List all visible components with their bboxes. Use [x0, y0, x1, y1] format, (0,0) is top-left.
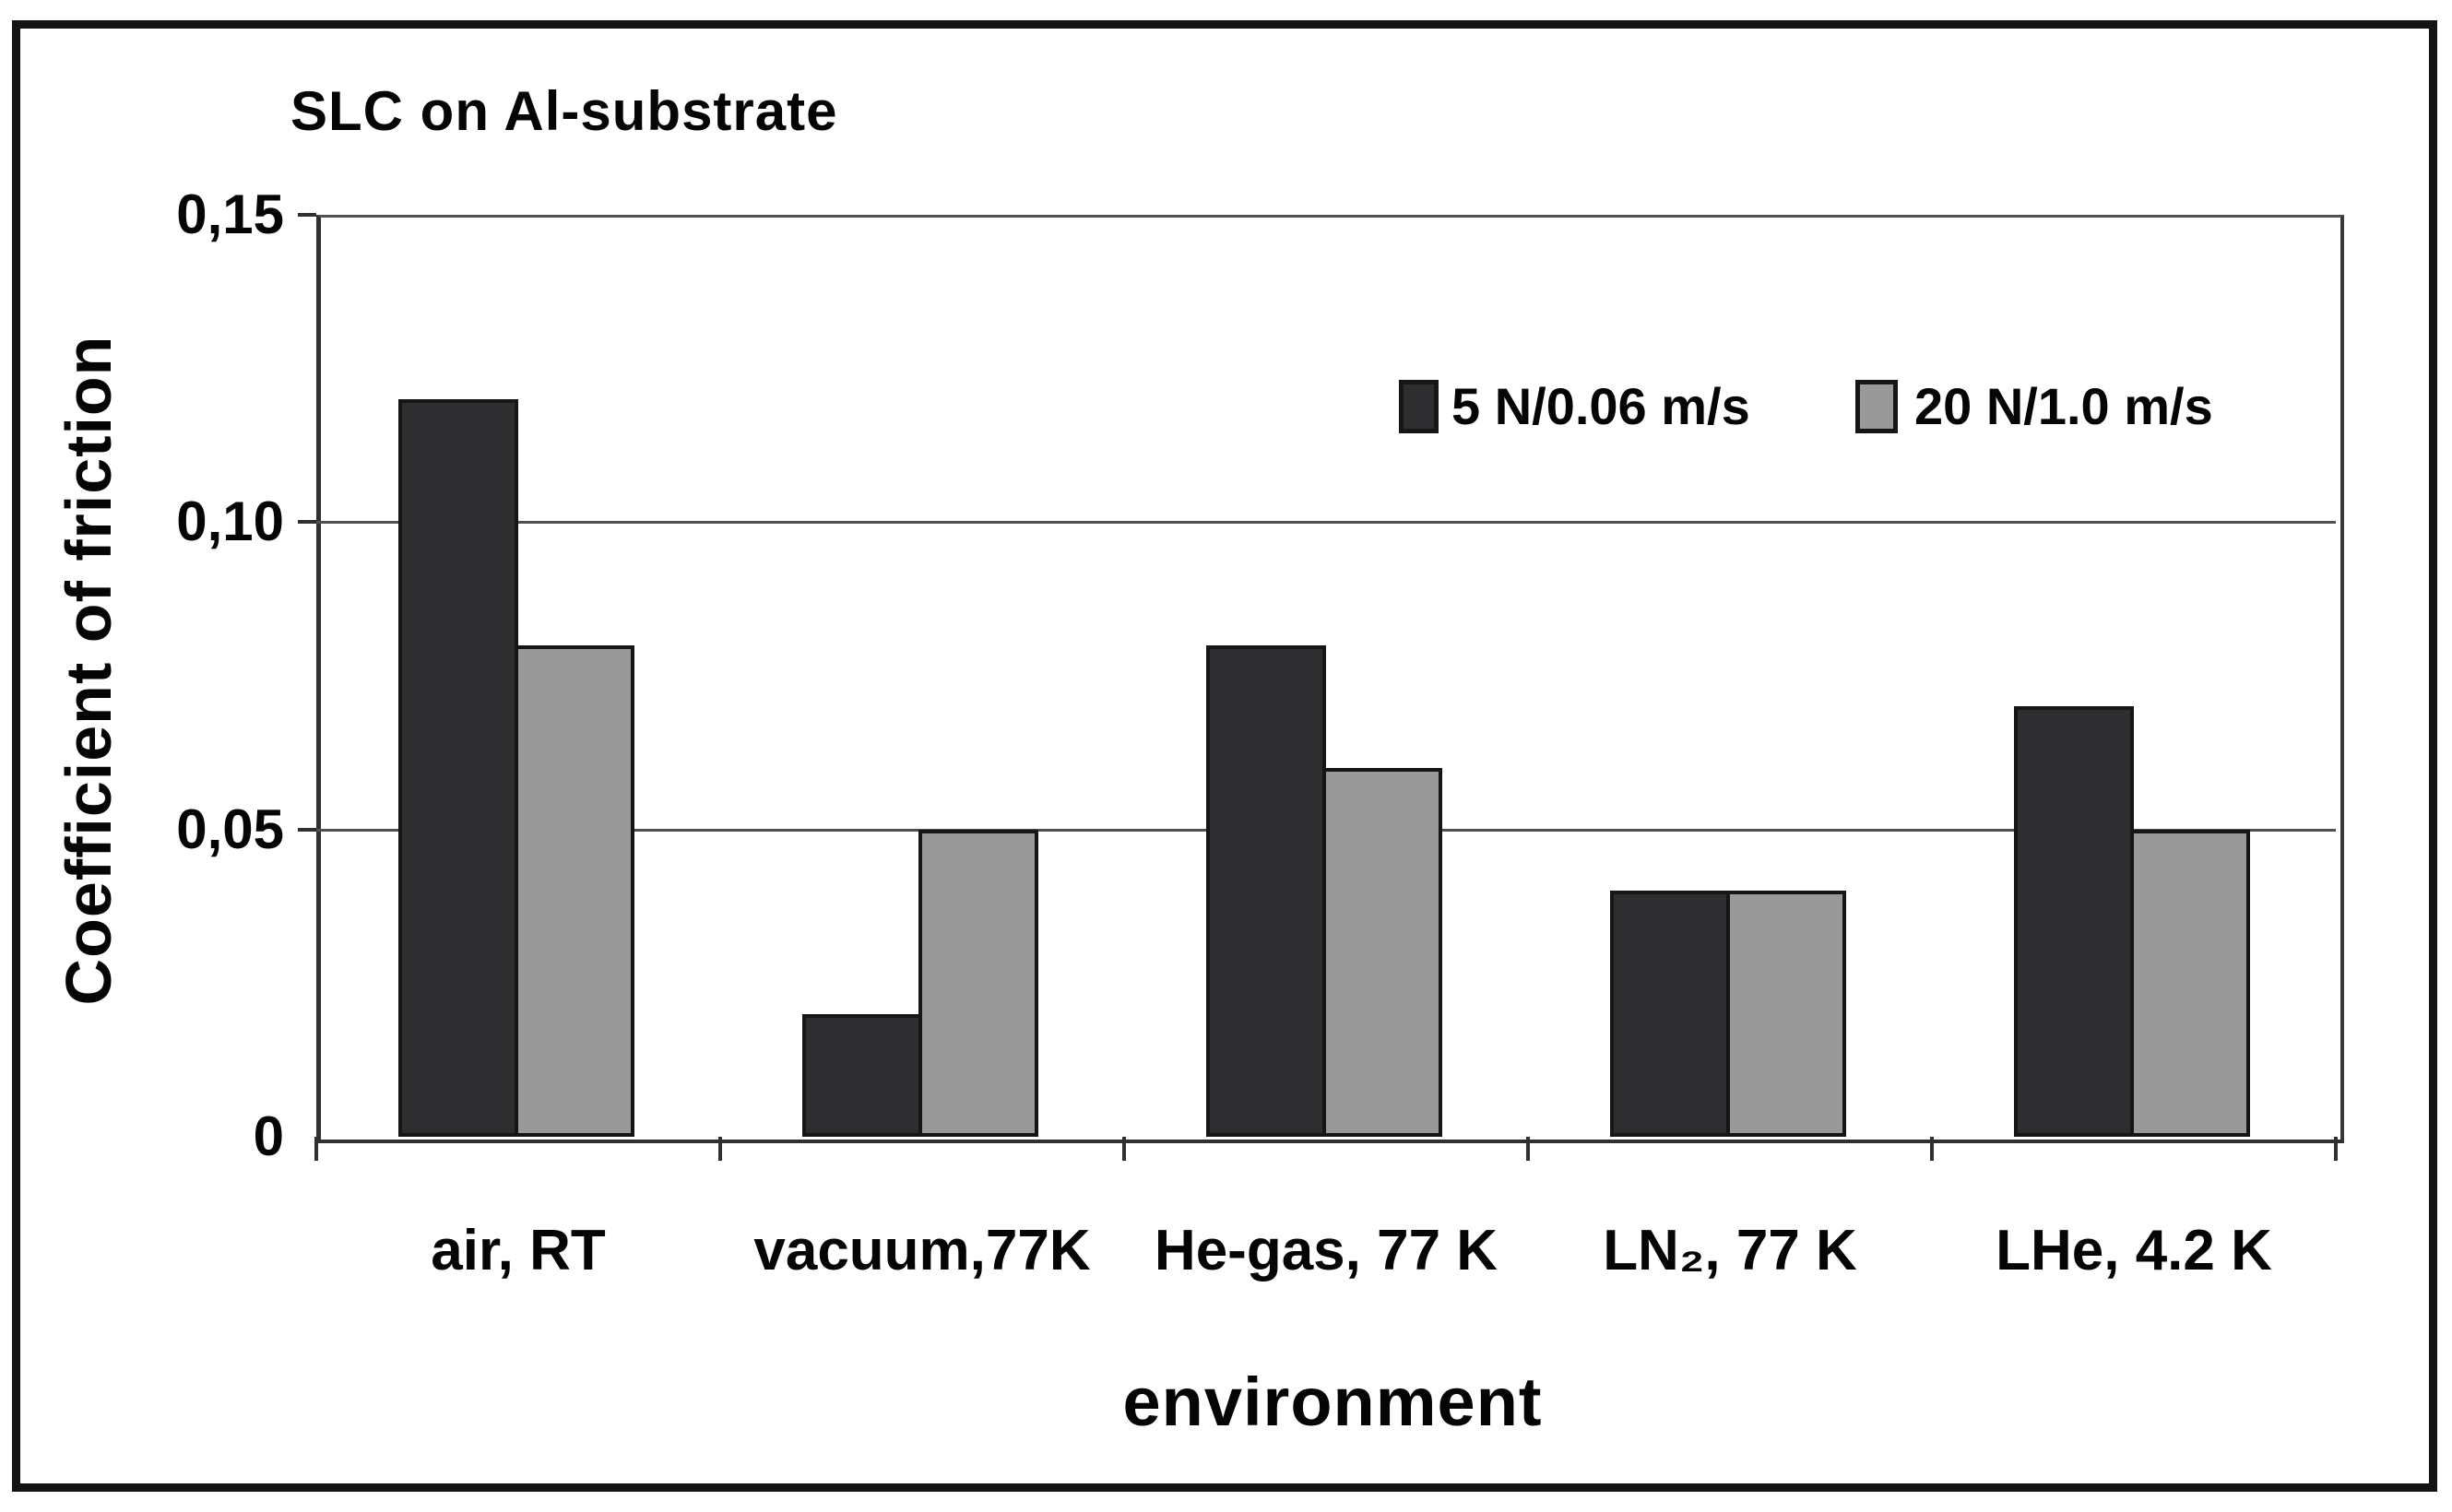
bar-s1-c4: [1610, 891, 1730, 1137]
x-tick-label-5: LHe, 4.2 K: [1996, 1219, 2272, 1282]
bar-s2-c5: [2130, 829, 2250, 1137]
x-tick-label-2: vacuum,77K: [753, 1219, 1091, 1282]
bar-s1-c1: [398, 399, 518, 1137]
bar-s2-c3: [1322, 768, 1442, 1137]
x-tick-label-3: He-gas, 77 K: [1154, 1219, 1498, 1282]
bar-s1-c3: [1206, 644, 1326, 1137]
x-tick-label-4: LN₂, 77 K: [1603, 1219, 1857, 1282]
y-tick-label-0: 0: [253, 1105, 284, 1167]
bar-s1-c5: [2014, 706, 2134, 1137]
x-tick-mark-2: [1122, 1137, 1126, 1161]
x-tick-mark-0: [314, 1137, 318, 1161]
y-tick-mark-2: [298, 520, 316, 525]
y-tick-label-1: 0,05: [176, 797, 284, 860]
x-tick-mark-4: [1930, 1137, 1934, 1161]
legend-swatch-series2: [1855, 380, 1898, 433]
y-tick-label-2: 0,10: [176, 490, 284, 553]
legend-label-series1: 5 N/0.06 m/s: [1451, 377, 1750, 435]
legend-swatch-series1: [1399, 380, 1439, 433]
chart-title: SLC on Al-substrate: [290, 80, 838, 142]
x-tick-mark-3: [1526, 1137, 1530, 1161]
x-tick-mark-1: [718, 1137, 722, 1161]
bar-s2-c1: [515, 644, 634, 1137]
x-axis-title: environment: [1122, 1364, 1543, 1440]
y-tick-mark-1: [298, 827, 316, 832]
y-tick-mark-3: [298, 213, 316, 217]
y-axis-title: Coefficient of friction: [53, 335, 124, 1006]
bar-s2-c2: [918, 829, 1038, 1137]
x-tick-label-1: air, RT: [431, 1219, 606, 1282]
gridline-0,10: [316, 521, 2336, 525]
y-tick-label-3: 0,15: [176, 183, 284, 245]
bar-s1-c2: [802, 1013, 922, 1137]
bar-s2-c4: [1726, 891, 1846, 1137]
legend-label-series2: 20 N/1.0 m/s: [1914, 377, 2213, 435]
x-tick-mark-5: [2334, 1137, 2338, 1161]
